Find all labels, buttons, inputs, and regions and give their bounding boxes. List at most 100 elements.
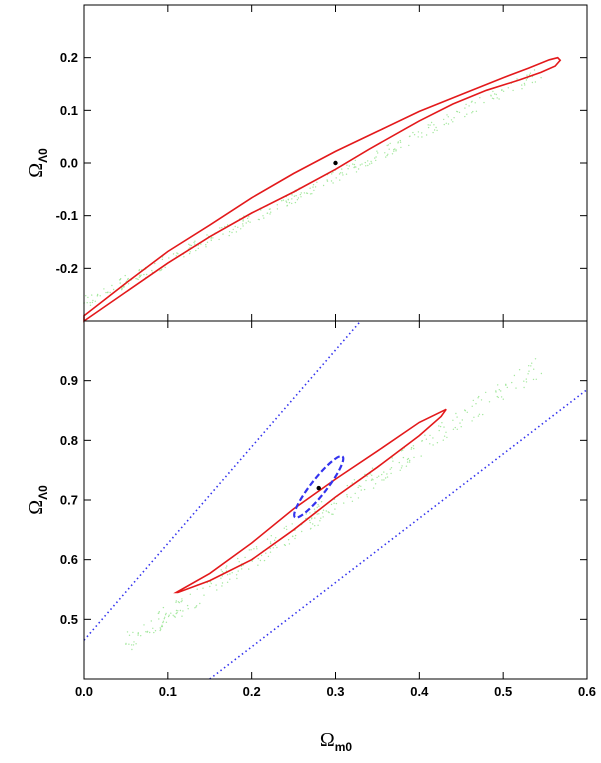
top-sample-dot (371, 162, 373, 164)
bottom-x-ticks: 0.0 0.1 0.2 0.3 0.4 0.5 0.6 (75, 321, 596, 699)
bot-sample-dot (231, 572, 233, 574)
bot-sample-dot (143, 624, 145, 626)
bot-sample-dot (472, 399, 474, 402)
top-sample-dot (94, 300, 97, 302)
top-sample-dot (387, 144, 390, 146)
bot-sample-dot (400, 467, 403, 469)
bot-sample-dot (152, 627, 154, 629)
top-sample-dot (417, 131, 420, 133)
bot-sample-dot (410, 448, 412, 450)
bot-sample-dot (159, 627, 161, 629)
top-sample-dot (443, 123, 445, 126)
y-tick-label: 0.6 (60, 552, 78, 567)
top-sample-dot (341, 168, 343, 170)
bot-sample-dot (374, 483, 377, 485)
top-sample-dot (394, 148, 396, 150)
bot-sample-dot (158, 618, 160, 620)
top-sample-dot (270, 211, 272, 213)
top-sample-dot (92, 299, 94, 302)
bot-sample-dot (175, 609, 178, 612)
top-sample-dot (312, 186, 314, 188)
bot-sample-dot (283, 544, 286, 546)
bot-sample-dot (173, 615, 175, 617)
top-sample-dot (453, 117, 455, 119)
bot-sample-dot (482, 413, 484, 416)
top-sample-dot (205, 246, 207, 248)
bot-sample-dot (391, 457, 393, 459)
bot-sample-dot (309, 512, 311, 514)
bot-sample-dot (164, 616, 166, 618)
bot-sample-dot (533, 368, 535, 370)
bot-sample-dot (443, 426, 445, 428)
top-sample-dot (492, 90, 494, 93)
top-y-axis-label: ΩΛ0 (25, 148, 50, 178)
top-sample-dot (496, 97, 498, 99)
bot-sample-dot (318, 513, 320, 515)
bot-sample-dot (170, 612, 172, 614)
top-sample-dot (242, 223, 244, 225)
top-sample-dot (432, 131, 434, 134)
top-sample-dot (339, 179, 341, 181)
top-sample-dot (124, 274, 126, 277)
top-sample-dot (331, 173, 333, 175)
bot-sample-dot (318, 505, 320, 507)
top-sample-dot (523, 82, 526, 85)
top-sample-dot (139, 275, 141, 278)
bot-sample-dot (265, 552, 267, 554)
bot-sample-dot (248, 568, 250, 570)
top-sample-dot (468, 105, 470, 107)
bot-sample-dot (137, 632, 139, 635)
bot-sample-dot (454, 426, 456, 429)
top-sample-dot (330, 180, 333, 182)
top-sample-dot (242, 225, 244, 227)
bot-sample-dot (154, 630, 157, 632)
bot-sample-dot (480, 399, 483, 401)
bot-sample-dot (353, 479, 356, 481)
bot-sample-dot (220, 569, 222, 571)
top-sample-dot (417, 136, 419, 138)
bot-sample-dot (485, 391, 487, 394)
top-sample-dot (421, 132, 423, 134)
top-sample-dot (96, 294, 99, 296)
top-sample-dot (269, 208, 271, 210)
bot-sample-dot (466, 411, 468, 413)
top-sample-dot (316, 181, 318, 183)
bot-sample-dot (221, 575, 223, 577)
top-sample-dot (159, 270, 161, 272)
bot-sample-dot (257, 564, 259, 566)
bot-sample-dot (209, 581, 212, 583)
top-sample-dot (140, 274, 142, 276)
top-sample-dot (384, 152, 386, 154)
top-sample-dot (299, 193, 302, 196)
top-sample-dot (326, 180, 329, 182)
bot-sample-dot (319, 520, 321, 522)
bot-sample-dot (360, 485, 362, 487)
bot-sample-dot (456, 428, 458, 430)
bot-sample-dot (410, 446, 413, 449)
bot-sample-dot (351, 500, 354, 502)
bot-sample-dot (196, 588, 198, 590)
bot-sample-dot (401, 465, 403, 467)
bot-sample-dot (363, 488, 366, 491)
bot-sample-dot (130, 644, 133, 646)
bot-sample-dot (175, 600, 177, 602)
bot-sample-dot (460, 426, 462, 428)
bot-sample-dot (421, 440, 423, 442)
bot-sample-dot (405, 465, 408, 467)
top-sample-dot (433, 124, 435, 126)
bot-sample-dot (251, 560, 253, 562)
top-sample-dot (471, 112, 473, 114)
bot-sample-dot (511, 381, 513, 384)
bot-sample-dot (317, 503, 319, 506)
bot-sample-dot (195, 606, 197, 608)
bot-sample-dot (523, 380, 525, 382)
bot-sample-dot (164, 614, 167, 616)
bot-sample-dot (321, 512, 324, 514)
bot-sample-dot (471, 405, 473, 407)
bot-sample-dot (357, 497, 360, 499)
top-sample-dot (286, 201, 288, 203)
bot-sample-dot (392, 460, 394, 462)
bot-sample-dot (528, 365, 530, 367)
bot-sample-dot (333, 502, 335, 504)
bot-sample-dot (137, 634, 139, 636)
